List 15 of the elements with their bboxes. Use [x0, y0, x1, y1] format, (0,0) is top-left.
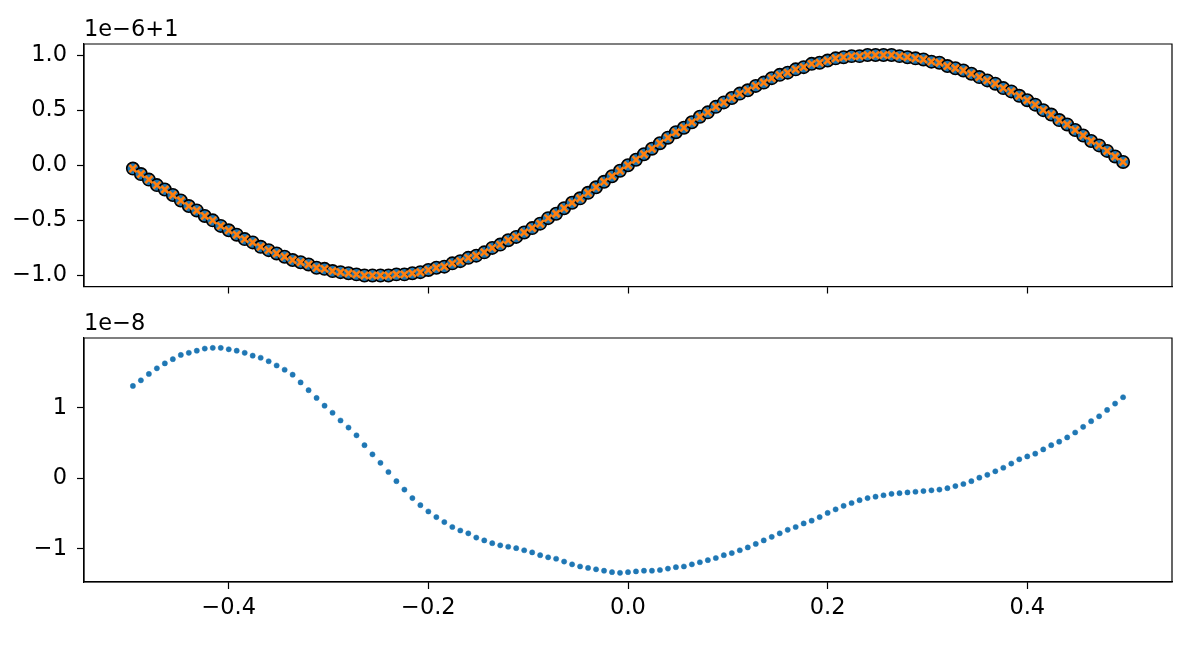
y-tick-label: 1.0 [31, 39, 67, 66]
y-tick-label: 1 [52, 392, 67, 419]
x-tick-label: 0.2 [809, 593, 846, 620]
text: 1e−6+1 [84, 15, 179, 41]
x-tick-label: −0.2 [401, 593, 456, 620]
x-tick-label: 0.0 [610, 593, 646, 620]
y-tick-label: 0.5 [31, 94, 67, 121]
text: 1e−8 [84, 309, 146, 335]
y-tick-label: −1 [33, 533, 67, 560]
y-tick-label: −0.5 [12, 205, 67, 232]
x-tick-label: 0.4 [1009, 593, 1046, 620]
y-tick-label: 0 [52, 463, 67, 490]
x-tick-label: −0.4 [201, 593, 257, 620]
y-tick-label: 0.0 [31, 150, 67, 177]
y-tick-label: −1.0 [12, 260, 67, 287]
